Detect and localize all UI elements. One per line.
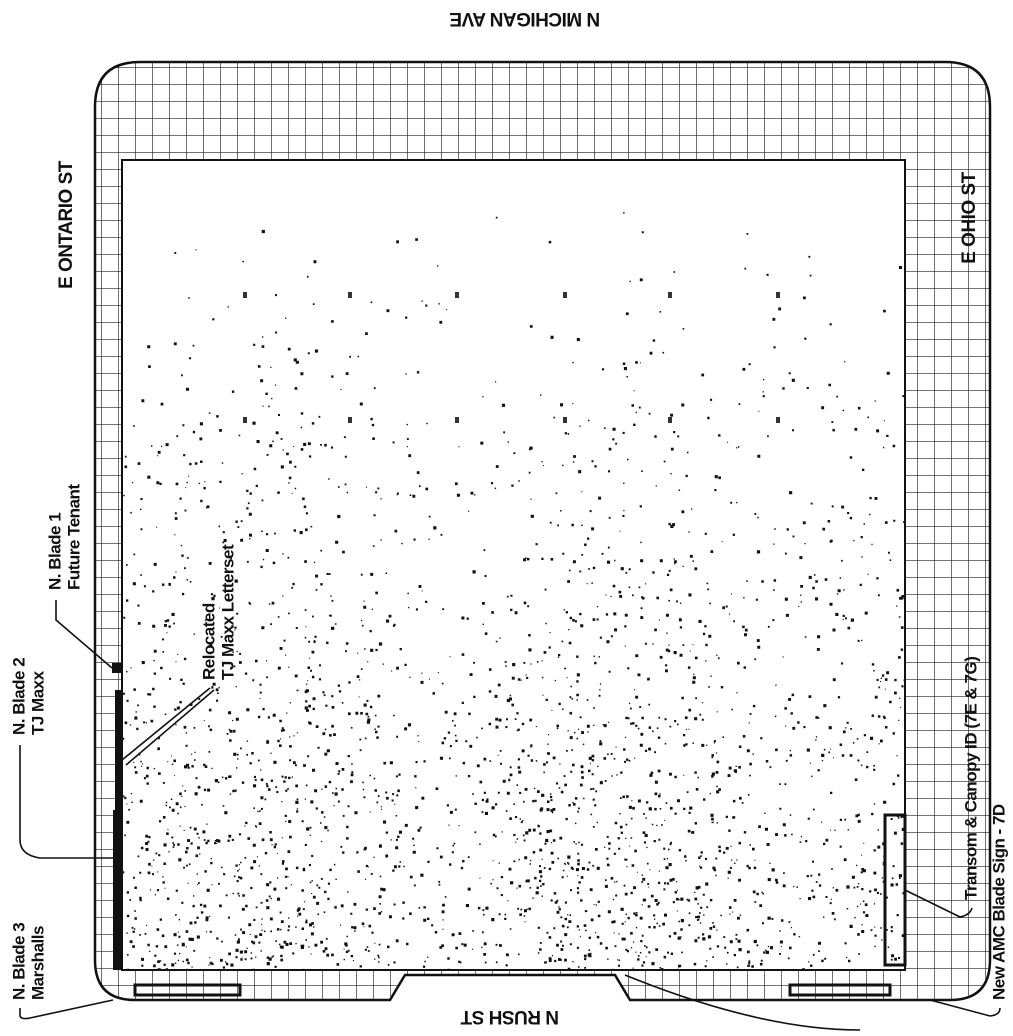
column (348, 292, 352, 298)
column (668, 417, 672, 423)
column (243, 292, 247, 298)
column (563, 292, 567, 298)
label-subtitle: TJ Maxx Letterset (218, 544, 237, 680)
column (455, 417, 459, 423)
label-subtitle: Future Tenant (64, 484, 83, 590)
columns (243, 292, 780, 423)
leader (55, 600, 113, 669)
column (668, 292, 672, 298)
leader (904, 889, 973, 918)
column (348, 417, 352, 423)
street-north: N MICHIGAN AVE (450, 8, 600, 29)
column (776, 292, 780, 298)
label-title: N. Blade 1 (45, 513, 64, 590)
leader (19, 745, 113, 859)
label-title: Transom & Canopy ID (7E & 7G) (961, 657, 980, 900)
column (455, 292, 459, 298)
leader (19, 999, 114, 1020)
blade-1-sign (112, 663, 122, 673)
leader (121, 687, 215, 766)
label-title: Relocated (199, 603, 218, 680)
street-south: N RUSH ST (460, 1006, 559, 1027)
column (243, 417, 247, 423)
column (563, 417, 567, 423)
street-west: E ONTARIO ST (56, 160, 77, 289)
column (776, 417, 780, 423)
canopy-south-east (788, 983, 892, 997)
label-title: N. Blade 3 (9, 923, 28, 1000)
street-east: E OHIO ST (959, 171, 980, 263)
blade-3-sign (113, 810, 123, 970)
label-title: N. Blade 2 (9, 658, 28, 735)
leader (624, 974, 1001, 1031)
building (121, 159, 906, 971)
label-subtitle: Marshalls (28, 926, 47, 1000)
blade-2-sign (115, 690, 121, 850)
label-title: New AMC Blade Sign - 7D (989, 804, 1008, 1000)
canopy-south-west (133, 983, 242, 997)
label-subtitle: TJ Maxx (28, 670, 47, 735)
